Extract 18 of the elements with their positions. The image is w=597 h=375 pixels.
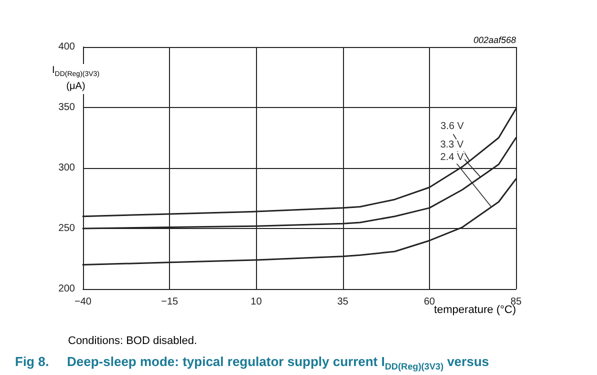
text: 2.4 V [440, 152, 464, 164]
text: Conditions: BOD disabled. [68, 335, 198, 347]
text: 3.6 V [440, 120, 464, 132]
text: 002aaf568 [473, 35, 516, 45]
y-tick-label: 200 [58, 284, 76, 294]
x-tick-label: 10 [250, 296, 262, 308]
y-axis-title: I$_{DD(Reg)(3V3)}$ (μA) [50, 64, 102, 94]
x-tick-label: 60 [424, 296, 436, 308]
x-tick-label: 35 [337, 296, 349, 308]
x-tick-label: −40 [74, 296, 92, 308]
y-tick-label: 400 [58, 42, 76, 52]
text: 3.3 V [440, 140, 464, 151]
x-axis-title: temperature (°C) [434, 304, 516, 316]
text: Fig 8. Deep-sleep mode: typical regulator supply current I$_{DD(Reg)(3V3)}$ versus [15, 354, 490, 372]
x-tick-label: −15 [161, 296, 179, 308]
y-tick-label: 350 [58, 102, 76, 113]
y-tick-label: 250 [58, 223, 76, 234]
y-tick-label: 300 [58, 162, 76, 174]
